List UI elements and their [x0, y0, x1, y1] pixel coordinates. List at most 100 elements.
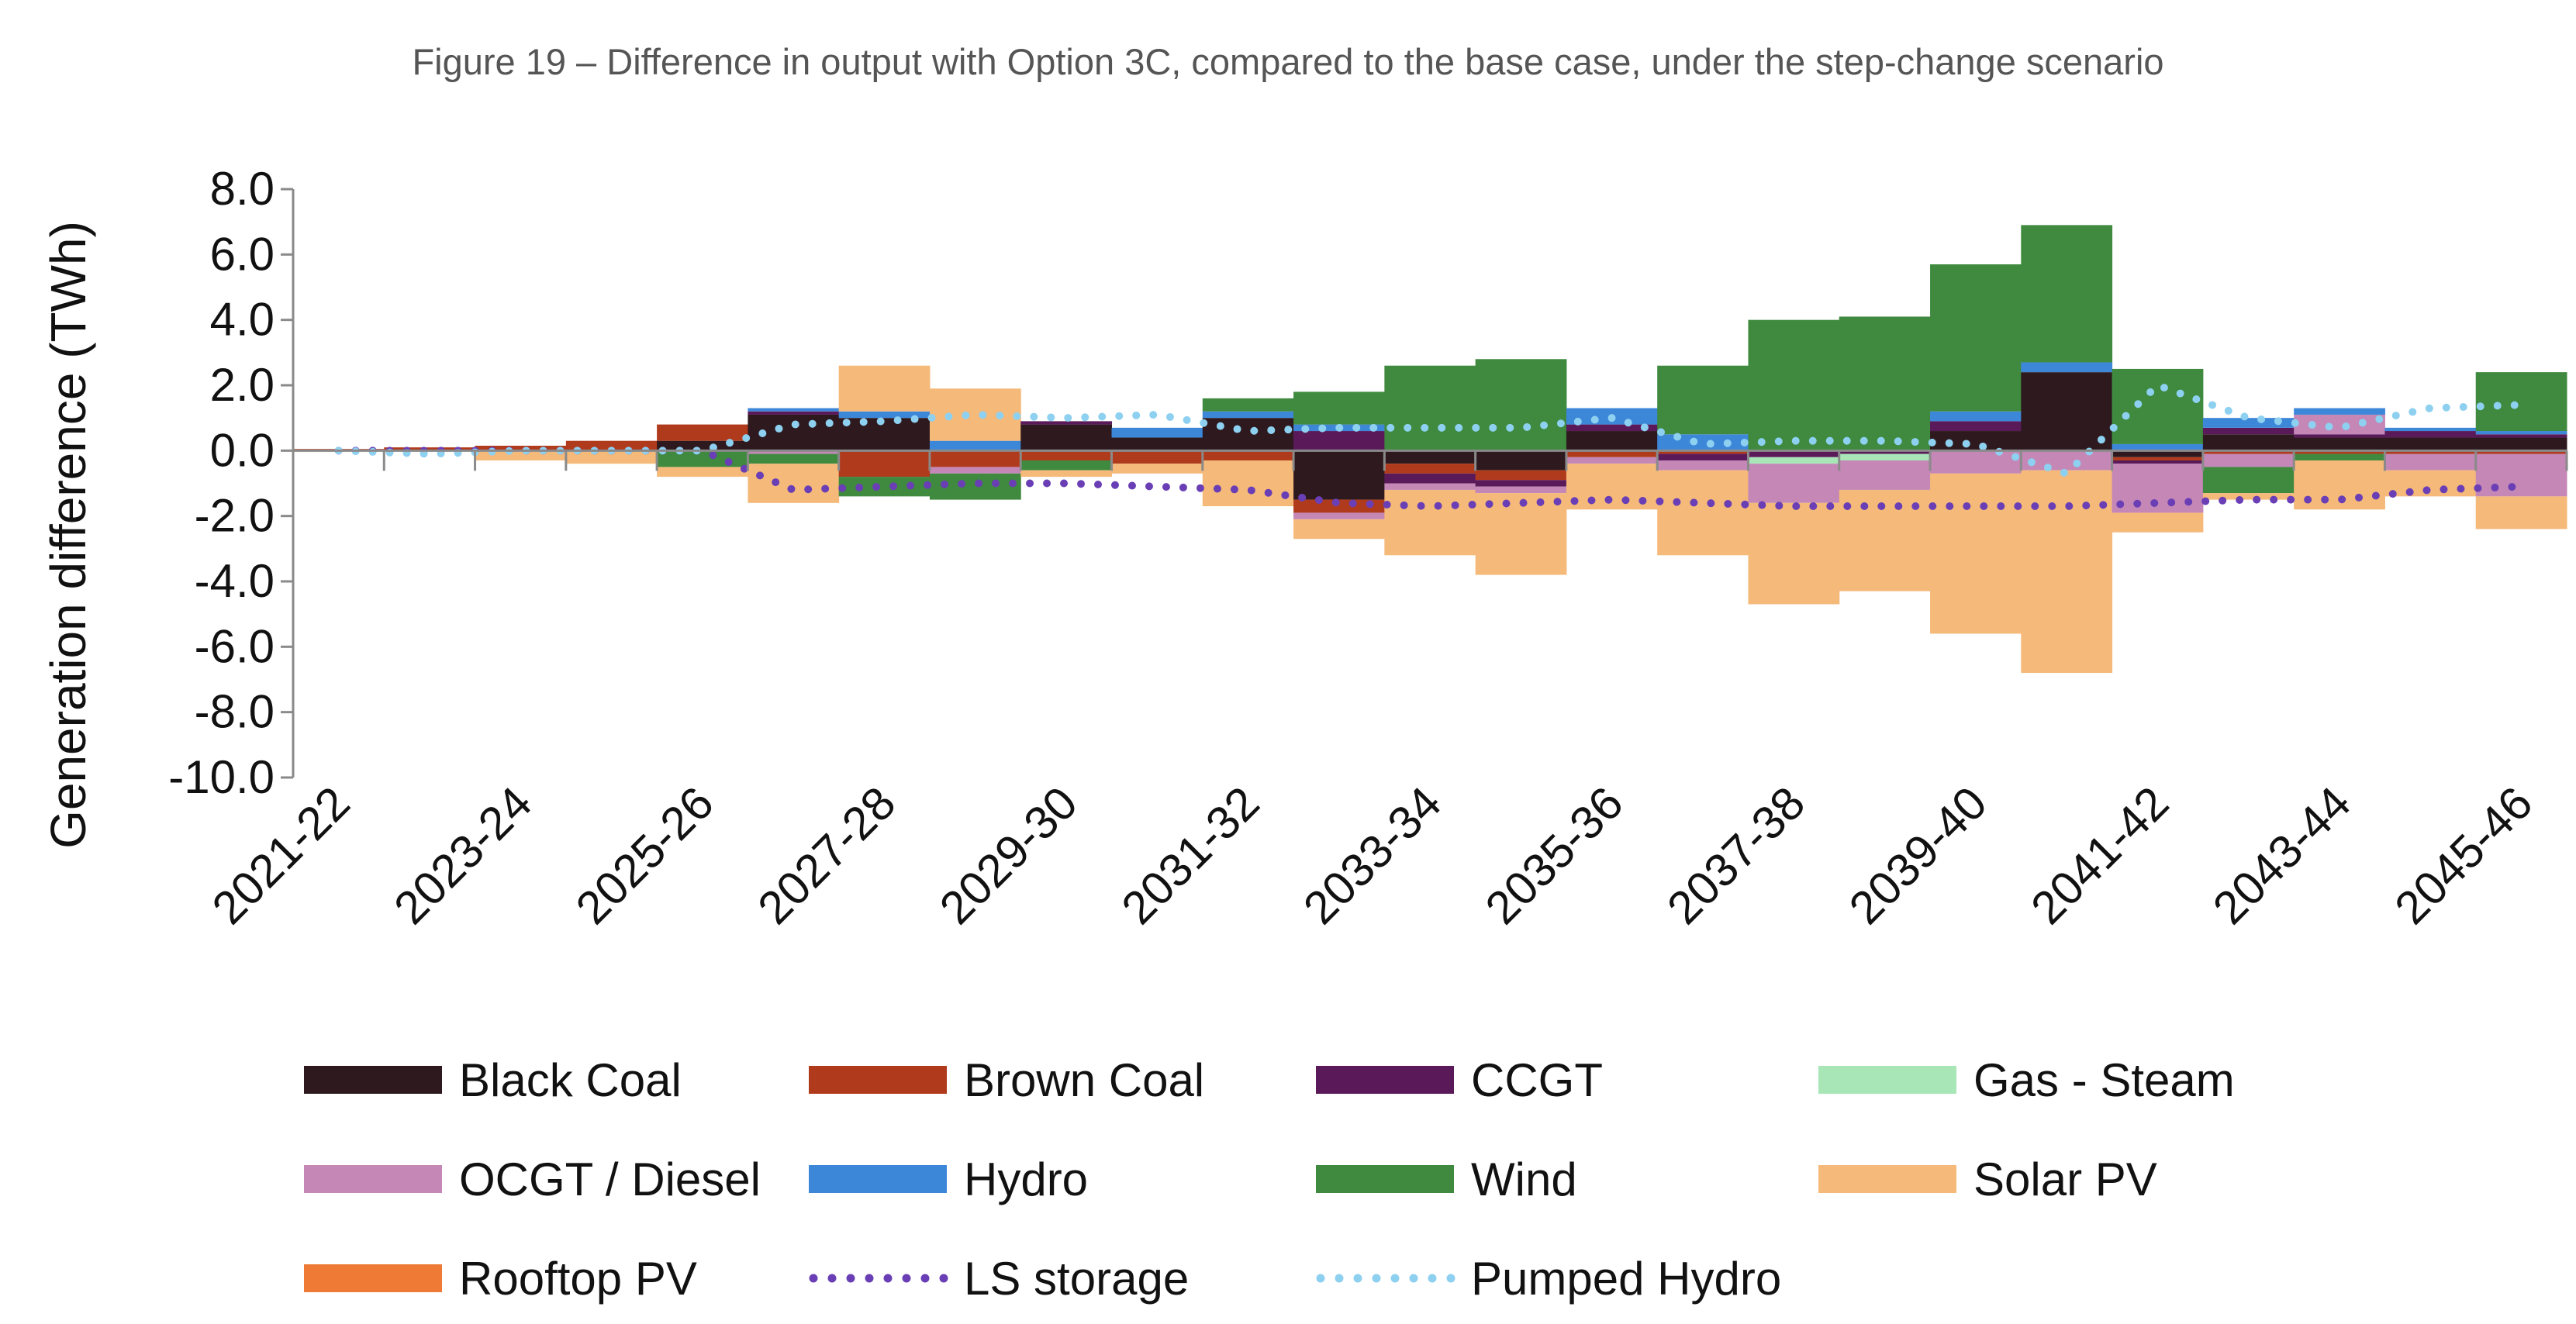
- bar-solar-pv: [1657, 470, 1749, 556]
- bar-ocgt-diesel: [2202, 453, 2295, 467]
- bar-hydro: [838, 411, 931, 419]
- bar-ocgt-diesel: [1475, 486, 1567, 494]
- x-tick-label: 2029-30: [930, 777, 1087, 934]
- bar-ccgt: [1657, 453, 1749, 460]
- x-tick-label: 2037-38: [1657, 777, 1815, 934]
- x-tick-label: 2041-42: [2021, 777, 2178, 934]
- bar-black-coal: [2294, 437, 2385, 451]
- bar-solar-pv: [1384, 489, 1476, 556]
- legend-label-ls-storage: LS storage: [964, 1253, 1189, 1305]
- legend-swatch-black-coal: [304, 1066, 442, 1094]
- bar-wind: [1202, 398, 1294, 412]
- bar-ccgt: [1566, 424, 1658, 432]
- bar-wind: [1657, 365, 1749, 435]
- bar-hydro: [1111, 427, 1203, 438]
- bar-wind: [2112, 368, 2204, 444]
- bar-hydro: [1930, 411, 2022, 422]
- bar-ocgt-diesel: [1566, 457, 1658, 464]
- bar-ccgt: [2112, 460, 2204, 464]
- bar-solar-pv: [565, 450, 658, 464]
- bar-brown-coal: [2294, 450, 2385, 454]
- bar-ccgt: [1930, 421, 2022, 432]
- bar-brown-coal: [1384, 464, 1476, 474]
- bar-ccgt: [1293, 431, 1385, 451]
- bar-solar-pv: [2384, 470, 2477, 497]
- bar-ccgt: [2202, 427, 2295, 435]
- bar-black-coal: [2202, 434, 2295, 451]
- legend-label-ocgt-diesel: OCGT / Diesel: [459, 1153, 761, 1205]
- bar-black-coal: [1930, 431, 2022, 451]
- bar-black-coal: [2384, 437, 2477, 451]
- y-tick-label: -2.0: [195, 490, 275, 542]
- y-tick-label: -10.0: [168, 751, 275, 803]
- bar-brown-coal: [2384, 450, 2477, 454]
- bar-solar-pv: [2475, 496, 2567, 529]
- x-tick-label: 2031-32: [1112, 777, 1269, 934]
- bar-brown-coal: [1566, 450, 1658, 457]
- bar-ccgt: [2384, 431, 2477, 438]
- legend-swatch-brown-coal: [809, 1066, 947, 1094]
- bar-wind: [748, 453, 840, 464]
- bar-wind: [2475, 372, 2567, 432]
- bar-black-coal: [2021, 372, 2113, 451]
- bar-black-coal: [1475, 450, 1567, 471]
- bar-solar-pv: [929, 388, 1021, 441]
- bar-brown-coal: [565, 440, 658, 451]
- bar-solar-pv: [2021, 470, 2113, 674]
- bar-hydro: [1202, 411, 1294, 419]
- bar-ocgt-diesel: [1293, 512, 1385, 519]
- y-tick-label: 6.0: [210, 228, 275, 280]
- legend-label-ccgt: CCGT: [1471, 1054, 1603, 1106]
- bar-ocgt-diesel: [1384, 483, 1476, 490]
- bar-hydro: [2294, 408, 2385, 415]
- bar-ccgt: [1475, 480, 1567, 487]
- x-tick-label: 2035-36: [1476, 777, 1633, 934]
- x-tick-label: 2023-24: [384, 777, 541, 934]
- legend-swatch-hydro: [809, 1165, 947, 1193]
- bar-solar-pv: [2112, 512, 2204, 533]
- line-ls-storage: [334, 447, 2526, 511]
- bar-brown-coal: [657, 424, 748, 441]
- bar-ocgt-diesel: [2475, 453, 2567, 497]
- bar-solar-pv: [1930, 473, 2022, 634]
- bar-brown-coal: [929, 450, 1021, 467]
- bar-black-coal: [657, 440, 748, 451]
- bar-ocgt-diesel: [1930, 450, 2022, 474]
- bar-ocgt-diesel: [2294, 414, 2385, 435]
- y-axis-title: Generation difference (TWh): [40, 221, 96, 849]
- y-tick-label: -4.0: [195, 555, 275, 607]
- legend: Black Coal Brown Coal CCGT Gas - Steam OCGT …: [304, 1054, 2235, 1305]
- bar-black-coal: [1566, 431, 1658, 451]
- bar-brown-coal: [838, 450, 931, 478]
- bar-brown-coal: [2112, 457, 2204, 460]
- bar-ccgt: [2294, 434, 2385, 438]
- bar-wind: [1930, 264, 2022, 412]
- bar-black-coal: [838, 418, 931, 451]
- y-tick-label: -8.0: [195, 686, 275, 738]
- y-tick-label: 4.0: [210, 294, 275, 346]
- bar-black-coal: [1020, 424, 1113, 451]
- bar-hydro: [2202, 418, 2295, 428]
- x-tick-label: 2027-28: [748, 777, 905, 934]
- bar-ccgt: [748, 411, 840, 415]
- legend-label-solar-pv: Solar PV: [1973, 1153, 2157, 1205]
- bar-solar-pv: [2202, 493, 2295, 500]
- bar-wind: [2202, 467, 2295, 494]
- bar-solar-pv: [748, 464, 840, 503]
- y-tick-label: 2.0: [210, 359, 275, 411]
- bar-hydro: [2021, 362, 2113, 373]
- bar-brown-coal: [2202, 450, 2295, 454]
- bar-ocgt-diesel: [1748, 464, 1840, 503]
- bar-wind: [2021, 225, 2113, 363]
- bar-ocgt-diesel: [929, 467, 1021, 474]
- bar-wind: [1384, 365, 1476, 451]
- bar-hydro: [2384, 427, 2477, 432]
- bar-hydro: [929, 440, 1021, 451]
- bar-hydro: [748, 408, 840, 412]
- bar-solar-pv: [1748, 502, 1840, 605]
- legend-label-rooftop-pv: Rooftop PV: [459, 1253, 697, 1305]
- legend-swatch-rooftop-pv: [304, 1264, 442, 1292]
- bar-black-coal: [1293, 450, 1385, 500]
- y-tick-label: 8.0: [210, 163, 275, 215]
